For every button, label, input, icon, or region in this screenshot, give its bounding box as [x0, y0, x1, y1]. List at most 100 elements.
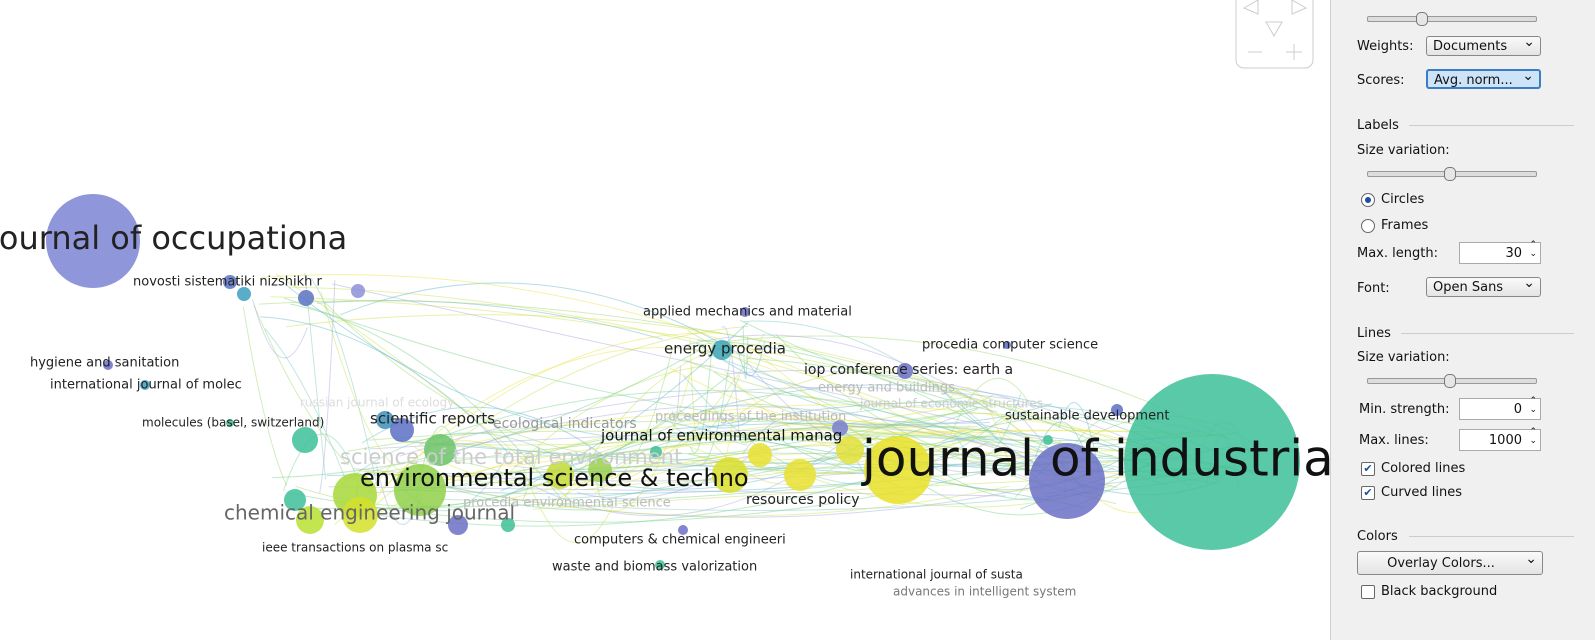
- overlay-colors-button[interactable]: Overlay Colors...: [1357, 547, 1543, 575]
- section-title: Colors: [1357, 529, 1398, 544]
- node: [223, 275, 237, 289]
- checkbox[interactable]: ✔: [1361, 462, 1375, 476]
- edge: [341, 432, 605, 490]
- edge: [310, 277, 378, 487]
- node-label: scientific reports: [370, 410, 495, 428]
- node-label: russian journal of ecology: [300, 396, 454, 410]
- edge: [671, 374, 741, 437]
- node: [46, 194, 140, 288]
- edge: [399, 386, 1010, 457]
- edge: [673, 334, 994, 414]
- nodes: [46, 194, 1300, 570]
- edge: [368, 403, 997, 494]
- node: [1043, 435, 1053, 445]
- checkbox[interactable]: [1361, 585, 1375, 599]
- label: Min. strength:: [1359, 402, 1450, 417]
- edge: [401, 400, 987, 446]
- edge: [950, 377, 1030, 435]
- node: [864, 436, 932, 504]
- node: [832, 420, 848, 436]
- node-label: hygiene and sanitation: [30, 356, 179, 371]
- scores-dropdown[interactable]: Avg. norm...: [1426, 66, 1541, 89]
- node-label: international journal of susta: [850, 568, 1023, 582]
- node: [424, 434, 456, 466]
- navigation-control[interactable]: [1235, 0, 1314, 69]
- node-label: novosti sistematiki nizshikh r: [133, 275, 323, 290]
- edge: [696, 343, 733, 466]
- weights-dropdown[interactable]: Documents: [1426, 32, 1541, 56]
- edge: [521, 453, 539, 502]
- checkbox-label: Colored lines: [1381, 461, 1466, 476]
- node: [237, 287, 251, 301]
- edge: [690, 347, 713, 454]
- nav-box: [1235, 0, 1314, 69]
- edge: [713, 371, 994, 428]
- edge: [331, 283, 1047, 439]
- edge: [742, 325, 749, 380]
- checkbox[interactable]: ✔: [1361, 486, 1375, 500]
- node-label: environmental science & techno: [360, 464, 749, 492]
- font-dropdown[interactable]: Open Sans: [1426, 273, 1541, 297]
- edge: [284, 297, 1237, 442]
- node: [390, 418, 414, 442]
- edge: [319, 280, 336, 494]
- labels: journal of occupationa novosti sistematik…: [0, 219, 1330, 599]
- node-label: journal of economic structures: [859, 397, 1043, 411]
- node: [897, 363, 913, 379]
- node: [712, 340, 732, 360]
- node-label: molecules (basel, switzerland): [142, 416, 324, 430]
- edge: [264, 328, 347, 481]
- radio[interactable]: [1361, 193, 1375, 207]
- checkbox-label: Curved lines: [1381, 485, 1462, 500]
- edge: [507, 364, 715, 475]
- node-label: journal of occupationa: [0, 219, 347, 257]
- node: [448, 515, 468, 535]
- nav-arrows[interactable]: [1242, 0, 1308, 60]
- min-strength-input[interactable]: 0: [1459, 397, 1541, 420]
- node-label: energy and buildings: [818, 381, 955, 396]
- scale-slider[interactable]: [1367, 12, 1537, 26]
- radio-label: Frames: [1381, 218, 1429, 233]
- radio[interactable]: [1361, 219, 1375, 233]
- label: Max. lines:: [1359, 433, 1429, 448]
- edge: [379, 470, 1010, 517]
- edge: [335, 375, 730, 509]
- edge: [739, 319, 998, 413]
- node: [351, 284, 365, 298]
- edge: [282, 433, 357, 492]
- edge: [441, 405, 1033, 462]
- max-length-input[interactable]: 30: [1459, 241, 1541, 264]
- edge: [260, 316, 508, 453]
- section-title: Labels: [1357, 118, 1399, 133]
- edge: [275, 273, 574, 503]
- edge: [286, 454, 1047, 523]
- edge: [324, 301, 672, 459]
- edge: [682, 358, 972, 405]
- edge: [368, 430, 1118, 488]
- lines-size-slider[interactable]: [1367, 374, 1537, 388]
- node-label: journal of environmental manag: [600, 427, 842, 445]
- label: Size variation:: [1357, 143, 1450, 158]
- node: [394, 464, 446, 516]
- node-label: procedia computer science: [922, 338, 1098, 353]
- node: [588, 458, 612, 482]
- edge: [375, 478, 872, 527]
- checkbox-label: Black background: [1381, 584, 1498, 599]
- node: [740, 307, 750, 317]
- edge: [534, 432, 903, 489]
- edge: [726, 369, 1163, 455]
- radio-label: Circles: [1381, 192, 1425, 207]
- edge: [549, 435, 880, 490]
- node-label: proceedings of the institution: [655, 410, 846, 425]
- edge: [611, 347, 673, 480]
- network-map[interactable]: journal of occupationa novosti sistematik…: [0, 0, 1330, 640]
- node: [712, 457, 748, 493]
- labels-size-slider[interactable]: [1367, 167, 1537, 181]
- edge: [615, 437, 748, 467]
- max-lines-input[interactable]: 1000: [1459, 428, 1541, 451]
- edge: [281, 281, 700, 442]
- edge: [316, 299, 664, 340]
- options-panel: Scale: Weights: Documents Scores: Avg. n…: [1330, 0, 1595, 640]
- edge: [271, 349, 700, 479]
- node: [284, 489, 306, 511]
